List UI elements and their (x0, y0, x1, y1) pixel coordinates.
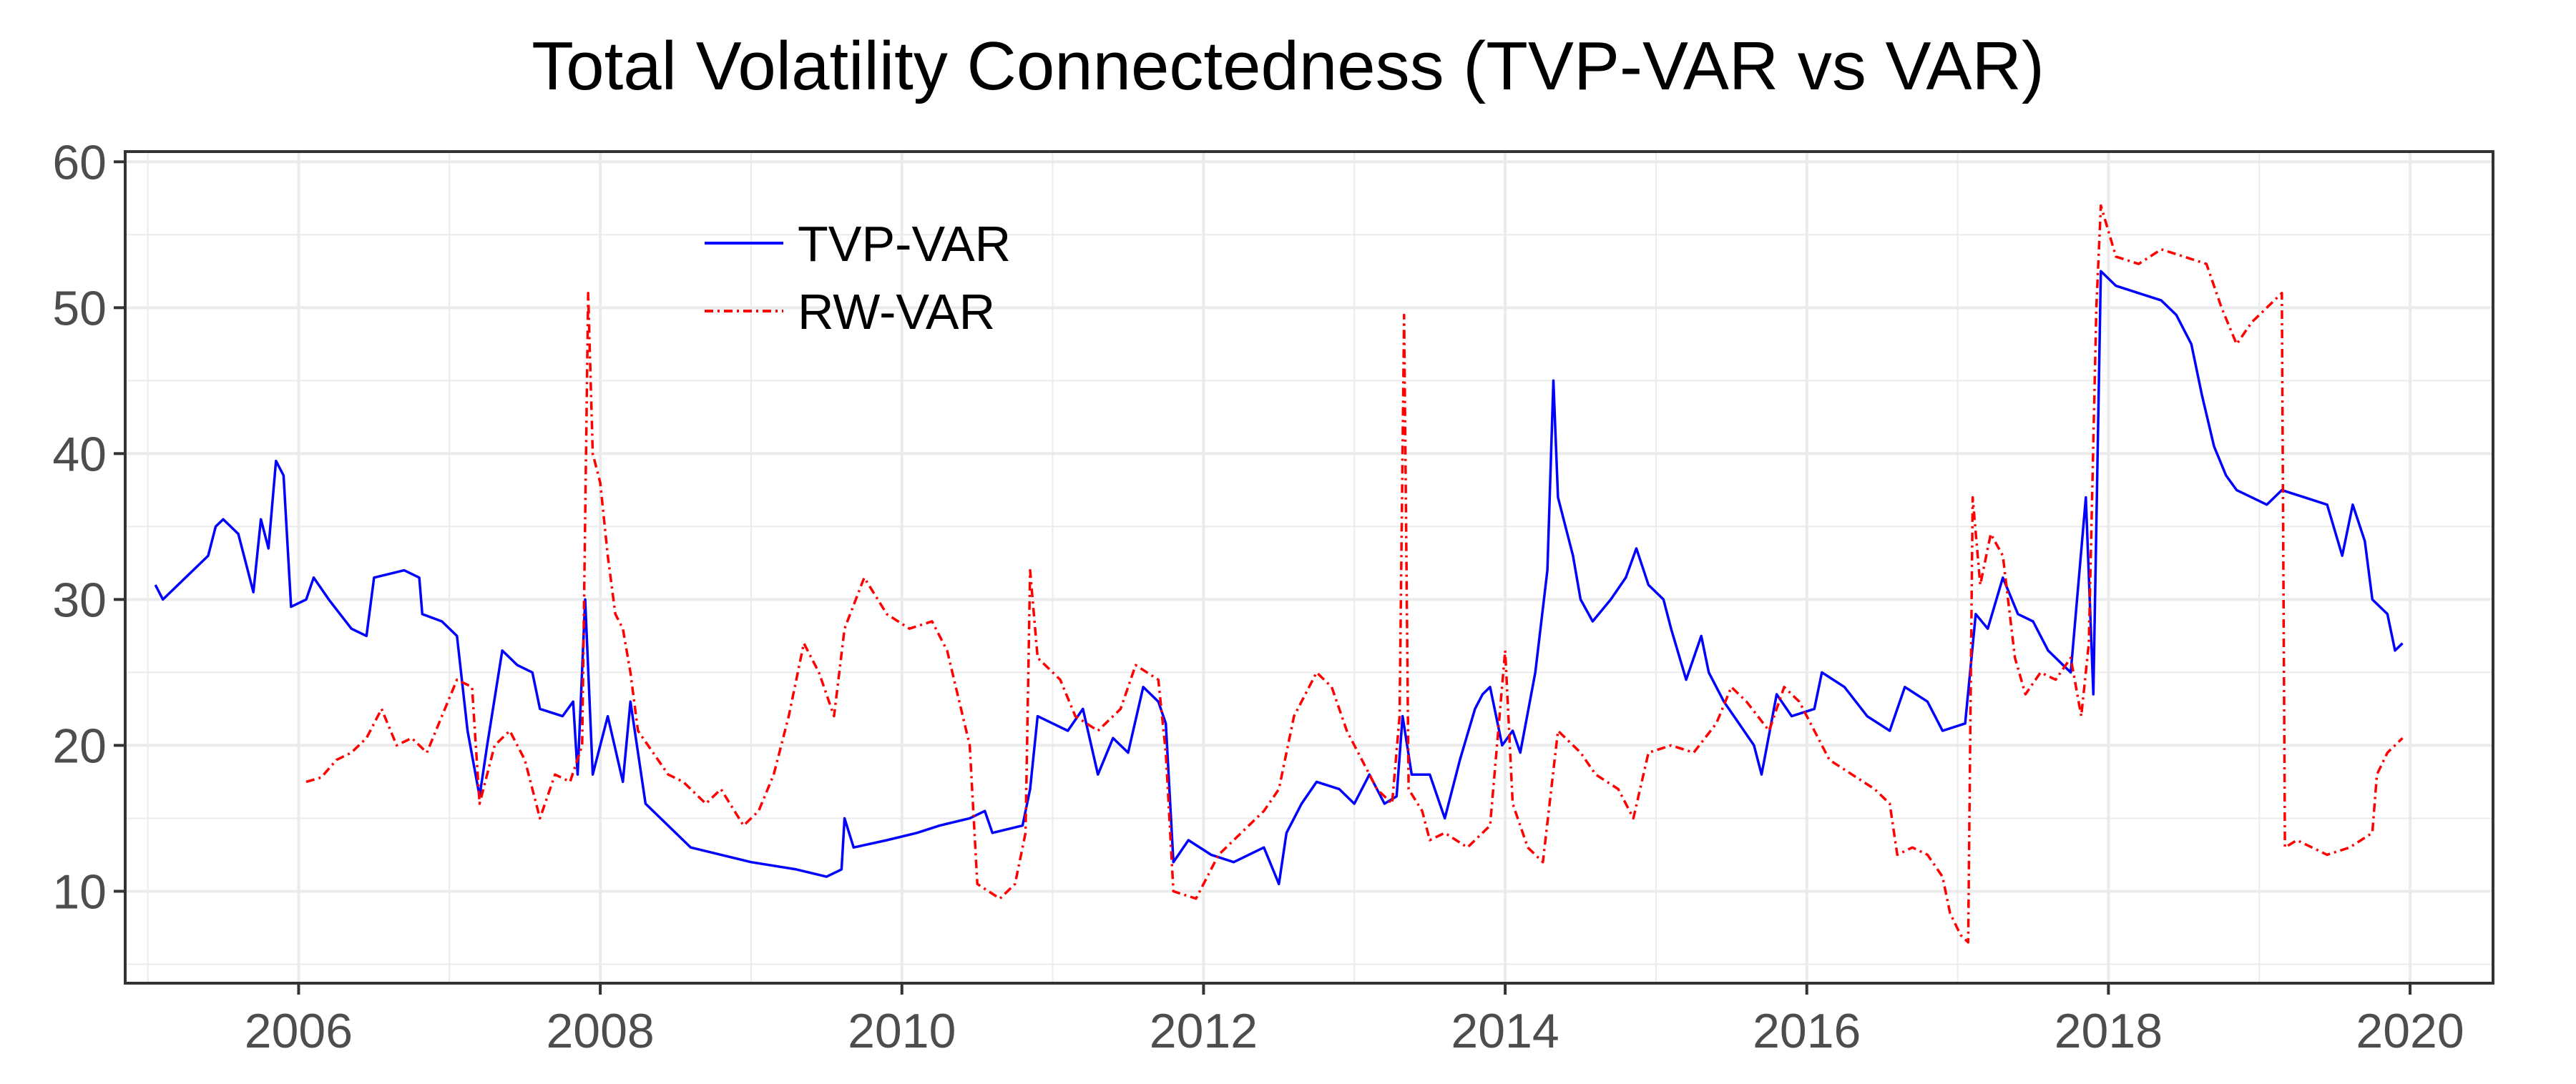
x-tick-label: 2018 (2055, 1004, 2163, 1058)
minor-gridlines (125, 152, 2493, 983)
plot-panel-border (124, 150, 2494, 985)
axis-tick-labels: 2006 2008 2010 2012 2014 2016 2018 2020 10 20 30 40… (52, 135, 2464, 1058)
axis-ticks (114, 160, 2412, 995)
x-tick-label: 2014 (1451, 1004, 1559, 1058)
major-gridlines (125, 152, 2493, 983)
x-tick-label: 2010 (848, 1004, 956, 1058)
legend: TVP-VAR RW-VAR (705, 216, 1011, 340)
y-tick-label: 50 (52, 281, 107, 335)
y-tick-label: 20 (52, 719, 107, 773)
x-tick-label: 2006 (245, 1004, 353, 1058)
series-layer (154, 204, 2404, 944)
x-tick-label: 2016 (1753, 1004, 1861, 1058)
x-tick-label: 2012 (1150, 1004, 1258, 1058)
y-tick-label: 30 (52, 573, 107, 627)
series-line-tvp-var (154, 270, 2404, 886)
series-line-rw-var (305, 204, 2404, 944)
legend-label-tvp-var: TVP-VAR (798, 216, 1011, 272)
chart-title: Total Volatility Connectedness (TVP-VAR … (532, 28, 2044, 104)
y-tick-label: 10 (52, 864, 107, 919)
y-tick-label: 40 (52, 427, 107, 481)
x-tick-label: 2008 (546, 1004, 654, 1058)
x-tick-label: 2020 (2356, 1004, 2464, 1058)
y-tick-label: 60 (52, 135, 107, 189)
legend-label-rw-var: RW-VAR (798, 284, 995, 340)
